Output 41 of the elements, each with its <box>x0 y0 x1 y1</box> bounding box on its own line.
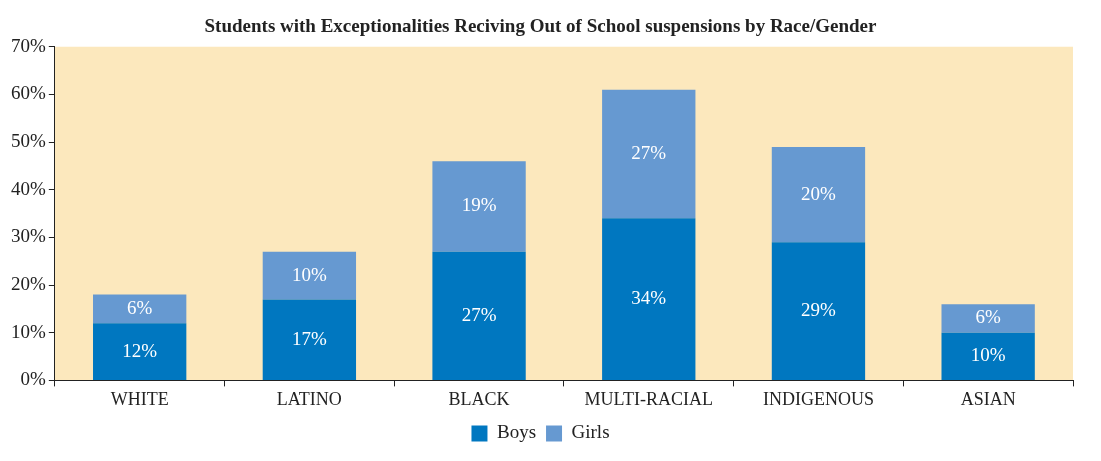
bar <box>262 251 357 300</box>
x-tick-label: LATINO <box>276 388 342 409</box>
x-tick-label: INDIGENOUS <box>762 388 874 409</box>
data-label: 20% <box>801 182 837 204</box>
y-tick-label: 50% <box>11 130 46 152</box>
bar <box>262 299 357 380</box>
y-tick-label: 10% <box>11 320 46 342</box>
legend-label: Boys <box>496 421 537 443</box>
y-tick-label: 30% <box>11 225 46 247</box>
data-label: 6% <box>127 296 153 318</box>
y-tick-label: 60% <box>11 82 46 104</box>
legend-label: Girls <box>571 421 610 443</box>
data-label: 34% <box>631 287 667 309</box>
data-label: 27% <box>461 303 497 325</box>
bar <box>771 242 866 380</box>
bar <box>93 323 187 380</box>
y-tick-label: 40% <box>11 177 46 199</box>
bar <box>432 251 526 380</box>
data-label: 29% <box>801 299 837 321</box>
x-tick-label: WHITE <box>110 388 169 409</box>
data-label: 27% <box>631 142 667 164</box>
y-tick-label: 70% <box>11 34 46 56</box>
bar <box>602 218 696 380</box>
bar <box>93 294 187 324</box>
data-label: 6% <box>975 306 1001 328</box>
bar <box>941 332 1035 380</box>
data-label: 19% <box>461 194 497 216</box>
data-label: 17% <box>291 327 327 349</box>
data-label: 10% <box>970 344 1006 366</box>
bar <box>432 161 526 252</box>
chart-title: Students with Exceptionalities Reciving Out of School suspensions by Race/Gender <box>204 15 878 37</box>
y-tick-label: 0% <box>20 368 46 390</box>
x-tick-label: ASIAN <box>960 388 1016 409</box>
x-tick-label: BLACK <box>448 388 510 409</box>
x-tick-label: MULTI-RACIAL <box>584 388 713 409</box>
data-label: 10% <box>291 263 327 285</box>
bar <box>941 304 1035 333</box>
data-label: 12% <box>122 339 158 361</box>
bar <box>602 89 696 219</box>
bar <box>771 146 866 243</box>
y-tick-label: 20% <box>11 273 46 295</box>
